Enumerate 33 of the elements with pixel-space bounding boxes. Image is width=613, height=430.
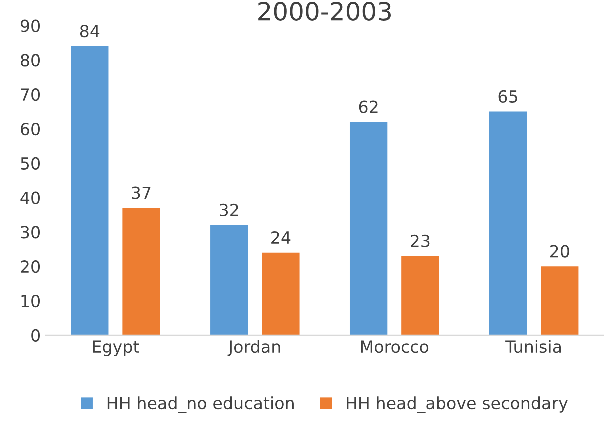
bar (541, 266, 579, 336)
data-label: 20 (550, 245, 570, 258)
data-label: 62 (359, 100, 378, 114)
data-label: 32 (220, 204, 238, 217)
y-tick-label: 20 (21, 260, 40, 274)
data-label: 84 (80, 25, 100, 38)
bar (210, 225, 248, 336)
x-tick-label: Tunisia (506, 340, 562, 354)
y-tick-label: 30 (21, 226, 40, 239)
x-tick-label: Jordan (228, 340, 280, 356)
bar (402, 256, 440, 336)
x-tick-label: Morocco (361, 340, 429, 354)
legend-label: HH head_no education (108, 396, 294, 414)
data-label: 65 (498, 90, 518, 104)
y-tick-label: 50 (21, 157, 40, 170)
bar (122, 208, 160, 336)
y-tick-label: 0 (32, 329, 40, 342)
chart-title: 2000-2003 (258, 2, 392, 21)
y-tick-label: 70 (21, 88, 40, 102)
x-tick-label: Egypt (93, 340, 140, 356)
data-label: 37 (132, 186, 151, 200)
y-tick-label: 40 (20, 192, 40, 204)
data-label: 23 (411, 234, 430, 248)
bar (262, 252, 300, 336)
bar (71, 46, 109, 336)
y-tick-label: 10 (22, 294, 40, 308)
bar (489, 112, 528, 336)
y-tick-label: 90 (20, 20, 40, 32)
legend-label: HH head_above secondary (347, 396, 568, 414)
y-tick-label: 60 (21, 122, 40, 136)
bar (350, 122, 388, 336)
y-tick-label: 80 (21, 54, 40, 67)
data-label: 24 (272, 231, 291, 244)
